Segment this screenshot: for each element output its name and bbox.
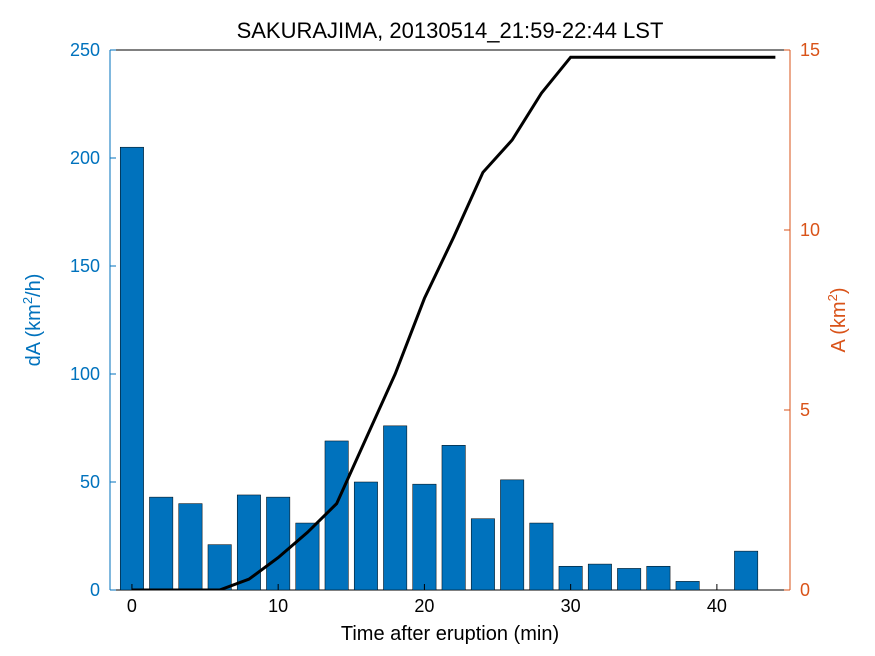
- bar: [588, 564, 611, 590]
- x-axis-label: Time after eruption (min): [341, 623, 559, 645]
- bar: [266, 497, 289, 590]
- x-tick-label: 10: [268, 596, 288, 616]
- x-tick-label: 40: [707, 596, 727, 616]
- bar: [208, 545, 231, 590]
- bar: [471, 519, 494, 590]
- y1-tick-label: 150: [70, 256, 100, 276]
- y1-tick-label: 0: [90, 580, 100, 600]
- y1-tick-label: 100: [70, 364, 100, 384]
- bar: [120, 147, 143, 590]
- x-tick-label: 0: [127, 596, 137, 616]
- chart-svg: 0 10 20 30 40 0 50 100 150 200 250 0 5 10 15 SAKURAJIMA…: [0, 0, 875, 656]
- bar: [354, 482, 377, 590]
- x-tick-label: 20: [414, 596, 434, 616]
- bar: [325, 441, 348, 590]
- y1-tick-label: 250: [70, 40, 100, 60]
- y2-tick-label: 10: [800, 220, 820, 240]
- y1-axis-label: dA (km2/h): [20, 274, 45, 367]
- bar: [149, 497, 172, 590]
- bar: [734, 551, 757, 590]
- bar: [500, 480, 523, 590]
- bar: [617, 568, 640, 590]
- y1-tick-label: 50: [80, 472, 100, 492]
- bar: [676, 581, 699, 590]
- chart-title: SAKURAJIMA, 20130514_21:59-22:44 LST: [237, 18, 664, 43]
- y1-tick-label: 200: [70, 148, 100, 168]
- bar: [442, 445, 465, 590]
- y2-tick-label: 0: [800, 580, 810, 600]
- bar: [647, 566, 670, 590]
- bar: [179, 504, 202, 590]
- bar: [383, 426, 406, 590]
- bar: [413, 484, 436, 590]
- x-tick-label: 30: [561, 596, 581, 616]
- chart-container: 0 10 20 30 40 0 50 100 150 200 250 0 5 10 15 SAKURAJIMA…: [0, 0, 875, 656]
- y2-tick-label: 15: [800, 40, 820, 60]
- y2-tick-label: 5: [800, 400, 810, 420]
- bar: [530, 523, 553, 590]
- bar: [237, 495, 260, 590]
